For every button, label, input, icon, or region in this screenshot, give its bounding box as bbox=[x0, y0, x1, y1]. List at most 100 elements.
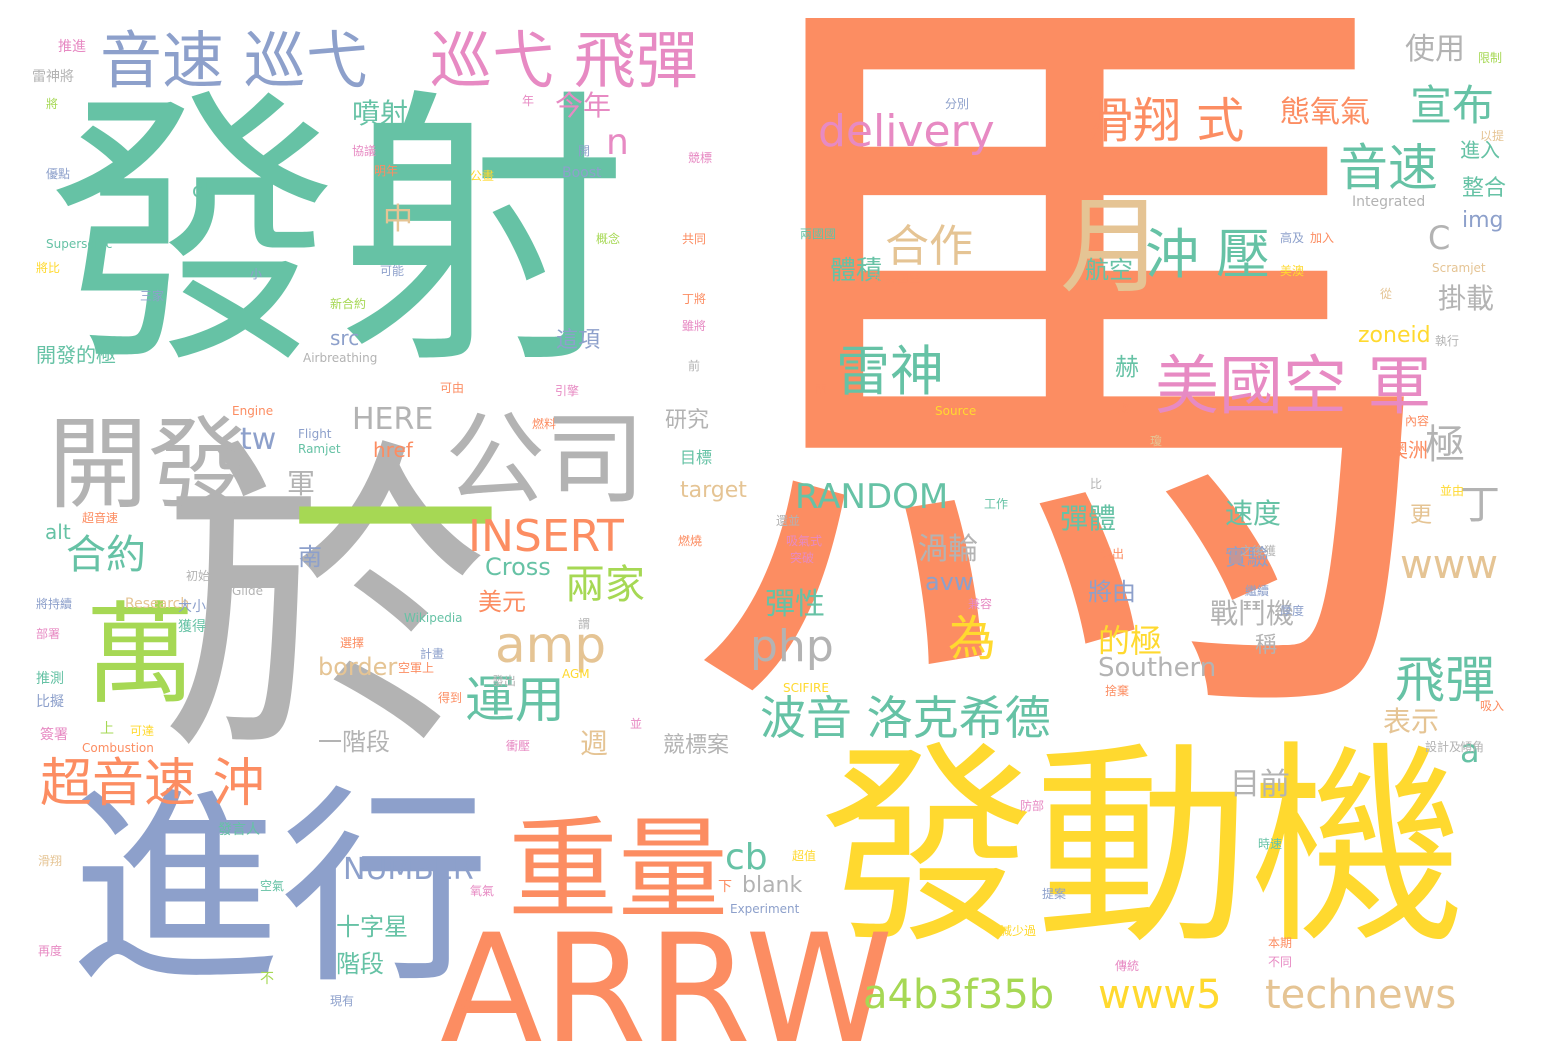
word: 捨棄 bbox=[1105, 684, 1130, 698]
word: 超音速 bbox=[82, 511, 119, 525]
word: Experiment bbox=[730, 902, 800, 916]
word: 可達 bbox=[130, 724, 155, 738]
word: 燃燒 bbox=[678, 534, 703, 548]
word: 限制 bbox=[1478, 51, 1503, 65]
word: 目前 bbox=[1230, 767, 1290, 802]
word: 雷神將 bbox=[32, 69, 74, 85]
word: 發言人 bbox=[218, 822, 260, 838]
word: 一款 bbox=[1105, 401, 1130, 415]
word: 一階段 bbox=[318, 728, 390, 756]
word: 選擇 bbox=[340, 636, 365, 650]
word: 瓊 bbox=[1150, 434, 1163, 448]
word: 公司 bbox=[445, 401, 645, 518]
word: 巡弋 飛彈 bbox=[430, 24, 698, 97]
word: 研究 bbox=[665, 408, 710, 433]
word: 空軍上 bbox=[398, 661, 435, 675]
word: 再度 bbox=[38, 944, 63, 958]
word: 進入 bbox=[1460, 138, 1500, 162]
word: 簽署 bbox=[40, 727, 68, 743]
word: 噴射 bbox=[352, 97, 409, 130]
word: 雷神 bbox=[836, 340, 944, 403]
word: 體積 bbox=[830, 256, 883, 286]
word: 大小 bbox=[178, 599, 206, 615]
word: src bbox=[330, 326, 360, 350]
word: 吸入 bbox=[1480, 699, 1505, 713]
word: 馬 bbox=[676, 0, 1456, 819]
word: 上 bbox=[100, 721, 114, 737]
word: 階段 bbox=[336, 950, 384, 978]
word: Integrated bbox=[1352, 194, 1426, 210]
word: technews bbox=[1265, 972, 1457, 1018]
word: 彈體 bbox=[1060, 502, 1117, 535]
word: 於 bbox=[160, 413, 490, 797]
word: 美澳 bbox=[1280, 264, 1305, 278]
word: 並 bbox=[630, 717, 643, 731]
word: Glide bbox=[232, 584, 263, 598]
word: 目標 bbox=[680, 448, 713, 467]
word: 進行 bbox=[70, 767, 491, 1012]
word: Boost bbox=[562, 165, 602, 181]
word: 更 bbox=[1410, 503, 1433, 528]
word: n bbox=[606, 122, 629, 163]
word: 整合 bbox=[1462, 176, 1507, 201]
word: 這項 bbox=[556, 328, 601, 353]
word: 航空 bbox=[1085, 256, 1133, 284]
word: 超音速 沖 bbox=[40, 754, 265, 814]
word: 彈性 bbox=[765, 587, 825, 622]
word: 吸氣式 bbox=[786, 534, 823, 548]
word: 新合約 bbox=[330, 297, 367, 311]
word: 週 bbox=[580, 727, 609, 760]
word: 使用 bbox=[1405, 32, 1465, 67]
word: 減少過 bbox=[1000, 924, 1037, 938]
word: 今年 bbox=[555, 89, 612, 122]
word: 超值 bbox=[792, 849, 817, 863]
word: 現有 bbox=[330, 994, 355, 1008]
word: 飛彈 bbox=[1395, 651, 1495, 709]
word: 南 bbox=[298, 543, 322, 571]
word: 雖將 bbox=[682, 319, 707, 333]
word: 澳洲 bbox=[1388, 438, 1428, 462]
word: 內容 bbox=[1405, 414, 1430, 428]
word: 空氣 bbox=[260, 879, 285, 893]
word: 比擬 bbox=[36, 694, 64, 710]
word: 一 bbox=[290, 402, 501, 647]
word: 美國空 軍 bbox=[1155, 350, 1432, 424]
word: 開發 bbox=[48, 406, 248, 523]
word: ARRW bbox=[440, 903, 894, 1052]
word: 滑翔 bbox=[38, 854, 63, 868]
word: 協議 bbox=[352, 144, 377, 158]
word: 初始 bbox=[186, 569, 211, 583]
word: 月 bbox=[1060, 186, 1166, 308]
word: 南 bbox=[815, 382, 828, 396]
word: 以提 bbox=[1480, 129, 1505, 143]
word: 引擎 bbox=[555, 384, 580, 398]
word: 防部 bbox=[1020, 799, 1045, 813]
word: 如美國空 bbox=[873, 271, 922, 285]
word: img bbox=[1462, 208, 1504, 233]
word: 三家 bbox=[140, 289, 165, 303]
word: www bbox=[1400, 542, 1499, 588]
word: Source bbox=[935, 404, 977, 418]
word: 競標案 bbox=[663, 733, 730, 758]
word: 突破 bbox=[790, 551, 815, 565]
word: 發出 bbox=[492, 674, 517, 688]
word: 將比 bbox=[36, 261, 61, 275]
word: 概念 bbox=[596, 232, 621, 246]
word: 優點 bbox=[46, 167, 71, 181]
word: 比 bbox=[1090, 477, 1103, 491]
word: 得到 bbox=[438, 691, 463, 705]
word: Flight bbox=[298, 427, 332, 441]
word: 繼續 bbox=[1245, 584, 1270, 598]
word: 加入 bbox=[1310, 231, 1335, 245]
word: 不同 bbox=[1268, 955, 1293, 969]
word: 氧氣 bbox=[470, 884, 495, 898]
word: HERE bbox=[352, 402, 434, 437]
word: Engine bbox=[232, 404, 274, 418]
word: 合約 bbox=[66, 532, 146, 578]
word: 合作 bbox=[885, 221, 973, 272]
word: 丁 bbox=[1460, 482, 1500, 528]
word: www5 bbox=[1098, 972, 1222, 1018]
word: 波音 洛克希德 bbox=[760, 691, 1051, 745]
word: tw bbox=[240, 422, 277, 457]
